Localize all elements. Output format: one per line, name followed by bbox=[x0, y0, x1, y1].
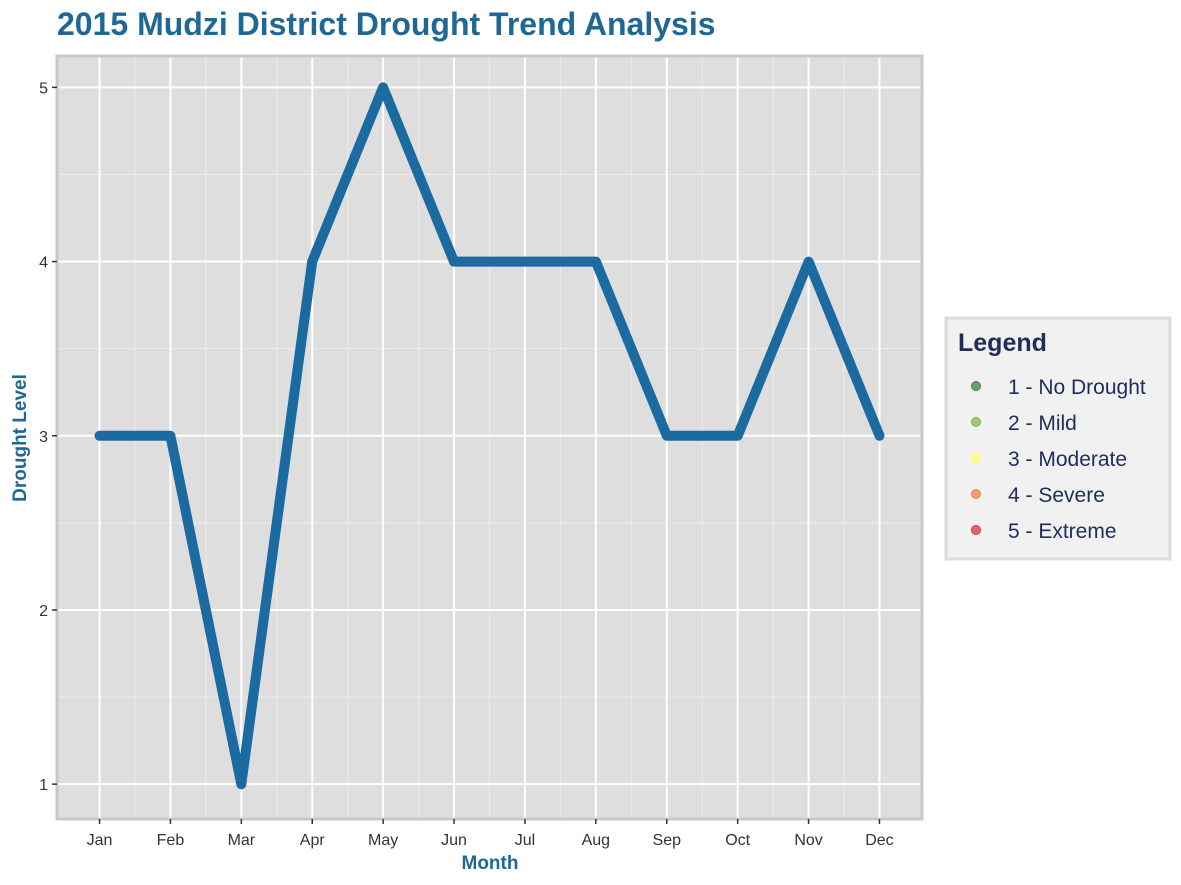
x-tick-label: May bbox=[368, 832, 398, 849]
x-tick-label: Dec bbox=[865, 832, 893, 849]
legend-key bbox=[971, 525, 981, 535]
x-tick-label: Nov bbox=[794, 832, 822, 849]
legend: Legend 1 - No Drought 2 - Mild 3 - Moderat… bbox=[944, 316, 1172, 561]
y-tick-label: 3 bbox=[39, 429, 48, 446]
x-axis: Jan Feb Mar Apr May Jun Jul Aug Sep Oct Nov Dec bbox=[87, 819, 894, 849]
y-axis: 1 2 3 4 5 bbox=[39, 80, 57, 794]
legend-label: 3 - Moderate bbox=[1008, 448, 1127, 471]
legend-key bbox=[971, 453, 981, 463]
chart-title: 2015 Mudzi District Drought Trend Analys… bbox=[57, 6, 716, 42]
y-tick-label: 4 bbox=[39, 255, 48, 272]
x-axis-title: Month bbox=[462, 853, 519, 874]
series-line bbox=[94, 82, 885, 790]
minor-gridlines bbox=[57, 56, 922, 819]
legend-label: 2 - Mild bbox=[1008, 412, 1077, 435]
legend-label: 4 - Severe bbox=[1008, 484, 1105, 507]
legend-box bbox=[944, 316, 1172, 561]
x-tick-label: Feb bbox=[157, 832, 185, 849]
legend-key bbox=[971, 489, 981, 499]
legend-label: 5 - Extreme bbox=[1008, 520, 1117, 543]
x-tick-label: Aug bbox=[582, 832, 610, 849]
legend-entries: 1 - No Drought 2 - Mild 3 - Moderate 4 - Se… bbox=[971, 376, 1146, 543]
y-tick-label: 1 bbox=[39, 777, 48, 794]
x-tick-label: Jul bbox=[515, 832, 535, 849]
legend-key bbox=[971, 381, 981, 391]
x-tick-label: Jun bbox=[441, 832, 467, 849]
y-tick-label: 5 bbox=[39, 80, 48, 97]
y-tick-label: 2 bbox=[39, 603, 48, 620]
x-tick-label: Mar bbox=[228, 832, 256, 849]
legend-label: 1 - No Drought bbox=[1008, 376, 1146, 399]
plot-panel-border bbox=[55, 54, 924, 821]
legend-key bbox=[971, 417, 981, 427]
x-tick-label: Apr bbox=[300, 832, 326, 849]
x-tick-label: Oct bbox=[725, 832, 750, 849]
x-tick-label: Jan bbox=[87, 832, 113, 849]
legend-title: Legend bbox=[958, 329, 1047, 357]
y-axis-title: Drought Level bbox=[10, 374, 31, 502]
x-tick-label: Sep bbox=[653, 832, 682, 849]
